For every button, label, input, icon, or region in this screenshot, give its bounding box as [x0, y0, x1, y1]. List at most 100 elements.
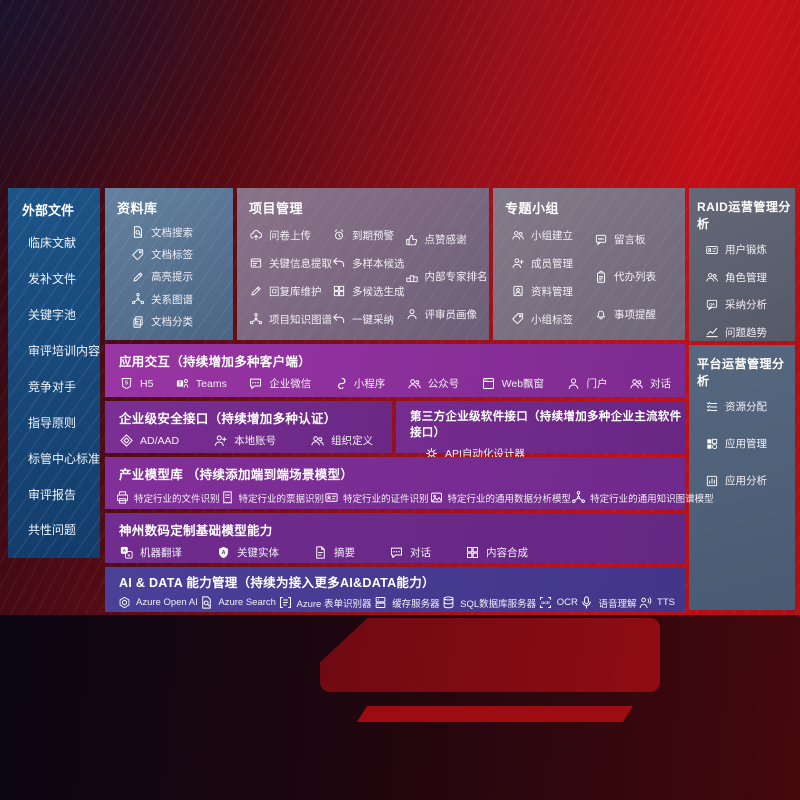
- member-manage-icon: [511, 256, 525, 270]
- feature-label: SQL数据库服务器: [460, 598, 537, 610]
- feature-label: 关键信息提取: [269, 257, 332, 270]
- feature-label: 应用管理: [725, 438, 767, 450]
- ad-aad-icon: [119, 433, 134, 448]
- list-item: 指导原则: [28, 415, 77, 430]
- feature-list: Azure Open AI Azure Search Azure 表单识别器 缓存服务…: [105, 591, 685, 610]
- feature-label: 文档标签: [151, 249, 193, 262]
- feature-item: 小程序: [333, 376, 385, 391]
- highlight-pen-icon: [131, 270, 145, 284]
- feature-label: Azure 表单识别器: [296, 598, 372, 610]
- feature-item: 点赞感谢: [405, 232, 488, 247]
- external-files-panel: 外部文件 临床文献 发补文件 关键字池 审评培训内容 竞争对手 指导原则 标管中心标准 审评报…: [8, 188, 100, 558]
- feature-item: 内部专家排名: [405, 269, 488, 284]
- speech-understand-icon: [579, 595, 594, 610]
- kg-model-icon: [571, 490, 586, 505]
- feature-label: 角色管理: [725, 271, 767, 284]
- todo-list-icon: [594, 270, 608, 284]
- sql-db-icon: [441, 595, 456, 610]
- feature-item: 资料管理: [511, 284, 594, 299]
- multi-generate-icon: [332, 284, 346, 298]
- panel-title: RAID运营管理分析: [697, 200, 791, 231]
- feature-item: 事项提醒: [594, 307, 677, 322]
- list-item: 标管中心标准: [28, 451, 101, 466]
- list-item: 竞争对手: [28, 379, 77, 394]
- teams-icon: [175, 376, 190, 391]
- material-manage-icon: [511, 284, 525, 298]
- feature-label: 问卷上传: [269, 229, 311, 242]
- row-title: 神州数码定制基础模型能力: [119, 524, 273, 538]
- bbs-board-icon: [594, 233, 608, 247]
- feature-list: 机器翻译 关键实体 摘要 对话 内容合成: [105, 539, 685, 560]
- official-account-icon: [407, 376, 422, 391]
- feature-column: 留言板代办列表事项提醒: [594, 221, 677, 333]
- feature-item: 文档搜索: [131, 225, 233, 240]
- feature-item: 对话: [389, 545, 431, 560]
- feature-item: 应用管理: [705, 436, 795, 451]
- feature-label: 公众号: [427, 378, 460, 390]
- feature-label: 特定行业的证件识别: [343, 493, 429, 505]
- feature-item: 资源分配: [705, 399, 795, 414]
- feature-item: 应用分析: [705, 473, 795, 488]
- row-title: 应用交互（持续增加多种客户端）: [119, 355, 312, 369]
- feature-item: Azure Search: [199, 595, 276, 610]
- feature-label: 高亮提示: [151, 271, 193, 284]
- feature-item: OCR: [538, 595, 578, 610]
- feature-label: 留言板: [614, 234, 646, 247]
- feature-label: 摘要: [334, 547, 355, 559]
- role-manage-icon: [705, 270, 719, 284]
- external-files-list: 临床文献 发补文件 关键字池 审评培训内容 竞争对手 指导原则 标管中心标准 审评报告 共性问题: [22, 225, 100, 548]
- summary-doc-icon: [313, 545, 328, 560]
- file-recog-icon: [115, 490, 130, 505]
- cert-recog-icon: [324, 490, 339, 505]
- user-card-icon: [705, 243, 719, 257]
- feature-label: TTS: [657, 597, 675, 608]
- feature-item: 语音理解: [579, 595, 636, 610]
- app-interaction-row: 应用交互（持续增加多种客户端） H5 Teams 企业微信 小程序 公众号 Web飘窗 门户…: [105, 344, 685, 397]
- feature-item: 关键实体: [216, 545, 279, 560]
- feature-item: Teams: [175, 376, 227, 391]
- feature-item: 门户: [566, 376, 608, 391]
- feature-label: 特定行业的票据识别: [238, 493, 325, 505]
- feature-item: 留言板: [594, 232, 677, 247]
- feature-column: 到期预警 多样本候选 多候选生成 一键采纳: [332, 221, 405, 333]
- industry-model-library-row: 产业模型库 （持续添加端到端场景模型） 特定行业的文件识别 特定行业的票据识别 特定…: [105, 457, 714, 509]
- feature-item: 缓存服务器: [373, 595, 440, 610]
- feature-label: 对话: [410, 547, 431, 559]
- feature-label: 应用分析: [725, 475, 767, 487]
- feature-column: 点赞感谢 内部专家排名 评审员画像: [405, 221, 488, 333]
- row-title: 第三方企业级软件接口（持续增加多种企业主流软件接口）: [410, 411, 682, 439]
- list-item: 关键字池: [28, 308, 77, 323]
- third-party-api-row: 第三方企业级软件接口（持续增加多种企业主流软件接口） API自动化设计器: [396, 401, 685, 460]
- receipt-recog-icon: [220, 490, 235, 505]
- cloud-upload-icon: [249, 228, 263, 242]
- feature-label: 文档搜索: [151, 226, 193, 239]
- feature-item: 特定行业的证件识别: [324, 490, 429, 505]
- feature-item: 公众号: [407, 376, 460, 391]
- feature-label: Web飘窗: [501, 378, 545, 390]
- feature-item: 特定行业的通用数据分析模型: [429, 490, 571, 505]
- feature-label: 多样本候选: [352, 257, 405, 270]
- feature-item: Azure Open AI: [117, 595, 198, 610]
- list-item: 审评培训内容: [28, 344, 101, 359]
- monitor-stand-bar: [357, 706, 633, 722]
- feature-label: 项目知识图谱: [269, 313, 332, 326]
- feature-label: 采纳分析: [725, 299, 767, 312]
- group-create-icon: [511, 228, 525, 242]
- row-title: 产业模型库 （持续添加端到端场景模型）: [119, 468, 354, 482]
- key-entity-icon: [216, 545, 231, 560]
- project-graph-icon: [249, 312, 263, 326]
- feature-item: 机器翻译: [119, 545, 182, 560]
- expert-rank-icon: [405, 270, 419, 284]
- adopt-analysis-icon: [705, 298, 719, 312]
- feature-label: 机器翻译: [140, 547, 182, 559]
- feature-columns: 问卷上传 关键信息提取 回复库维护 项目知识图谱 到期预警 多样本候选 多候选生成 一键采纳…: [237, 217, 489, 333]
- feature-label: 代办列表: [614, 271, 656, 284]
- feature-list: H5 Teams 企业微信 小程序 公众号 Web飘窗 门户 对话: [105, 370, 685, 391]
- raid-ops-analysis-panel: RAID运营管理分析 用户锻炼 角色管理 采纳分析 问题趋势: [689, 188, 795, 341]
- feature-item: 问题趋势: [705, 325, 795, 340]
- reply-pen-icon: [249, 284, 263, 298]
- feature-label: 企业微信: [269, 378, 312, 390]
- row-title: AI & DATA 能力管理（持续为接入更多AI&DATA能力）: [119, 576, 435, 590]
- org-define-icon: [310, 433, 325, 448]
